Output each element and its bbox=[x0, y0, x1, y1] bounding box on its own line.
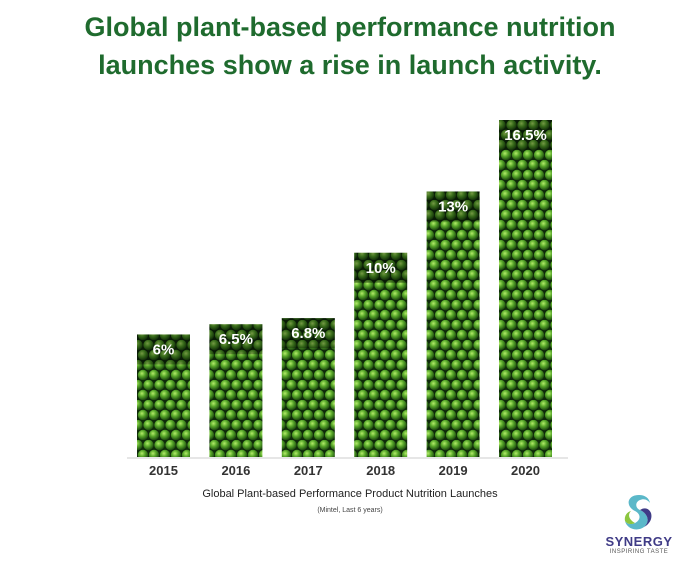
synergy-logo-name: SYNERGY bbox=[605, 534, 673, 549]
bar-label-backdrop-2018 bbox=[354, 252, 408, 283]
bar-value-label-2016: 6.5% bbox=[219, 331, 253, 348]
bar-2017 bbox=[281, 318, 335, 457]
x-tick-label-2019: 2019 bbox=[439, 463, 468, 478]
synergy-logo-icon bbox=[624, 495, 652, 530]
bar-2020 bbox=[499, 120, 552, 457]
bar-2019 bbox=[426, 191, 480, 457]
synergy-logo-tagline: INSPIRING TASTE bbox=[609, 549, 669, 555]
chart-caption: Global Plant-based Performance Product N… bbox=[202, 488, 498, 500]
bar-label-backdrop-2016 bbox=[209, 324, 263, 355]
bar-label-backdrop-2017 bbox=[281, 318, 335, 349]
bar-label-backdrop-2020 bbox=[499, 120, 552, 150]
bar-chart: 6%6.5% 6.8%10%13%16.5% 2015 2016 2017 2018 20… bbox=[127, 120, 568, 478]
x-axis-tick-labels: 2015 2016 2017 2018 2019 2020 bbox=[149, 463, 540, 478]
chart-title-line-2: launches show a rise in launch activity. bbox=[98, 50, 602, 80]
bar-value-label-2017: 6.8% bbox=[291, 325, 325, 342]
bar-series: 6% 6.5% 6.8% 10% 13% 16.5% bbox=[137, 120, 552, 457]
x-tick-label-2018: 2018 bbox=[366, 463, 395, 478]
chart-source: (Mintel, Last 6 years) bbox=[317, 507, 383, 514]
bar-value-label-2018: 10% bbox=[366, 260, 396, 277]
chart-title: Global plant-based performance nutrition… bbox=[0, 8, 700, 84]
synergy-logo: SYNERGY INSPIRING TASTE bbox=[594, 492, 684, 557]
x-tick-label-2016: 2016 bbox=[221, 463, 250, 478]
x-tick-label-2015: 2015 bbox=[149, 463, 178, 478]
bar-value-label-2020: 16.5% bbox=[504, 127, 547, 144]
bar-2016 bbox=[209, 324, 263, 457]
x-tick-label-2020: 2020 bbox=[511, 463, 540, 478]
bar-2015 bbox=[137, 334, 190, 457]
bar-label-backdrop-2015 bbox=[137, 334, 190, 365]
x-tick-label-2017: 2017 bbox=[294, 463, 323, 478]
chart-title-line-1: Global plant-based performance nutrition bbox=[84, 12, 616, 42]
bar-value-label-2019: 13% bbox=[438, 198, 468, 215]
bar-value-label-2015: 6% bbox=[153, 341, 175, 358]
bar-label-backdrop-2019 bbox=[426, 191, 480, 222]
bar-2018 bbox=[354, 252, 408, 457]
